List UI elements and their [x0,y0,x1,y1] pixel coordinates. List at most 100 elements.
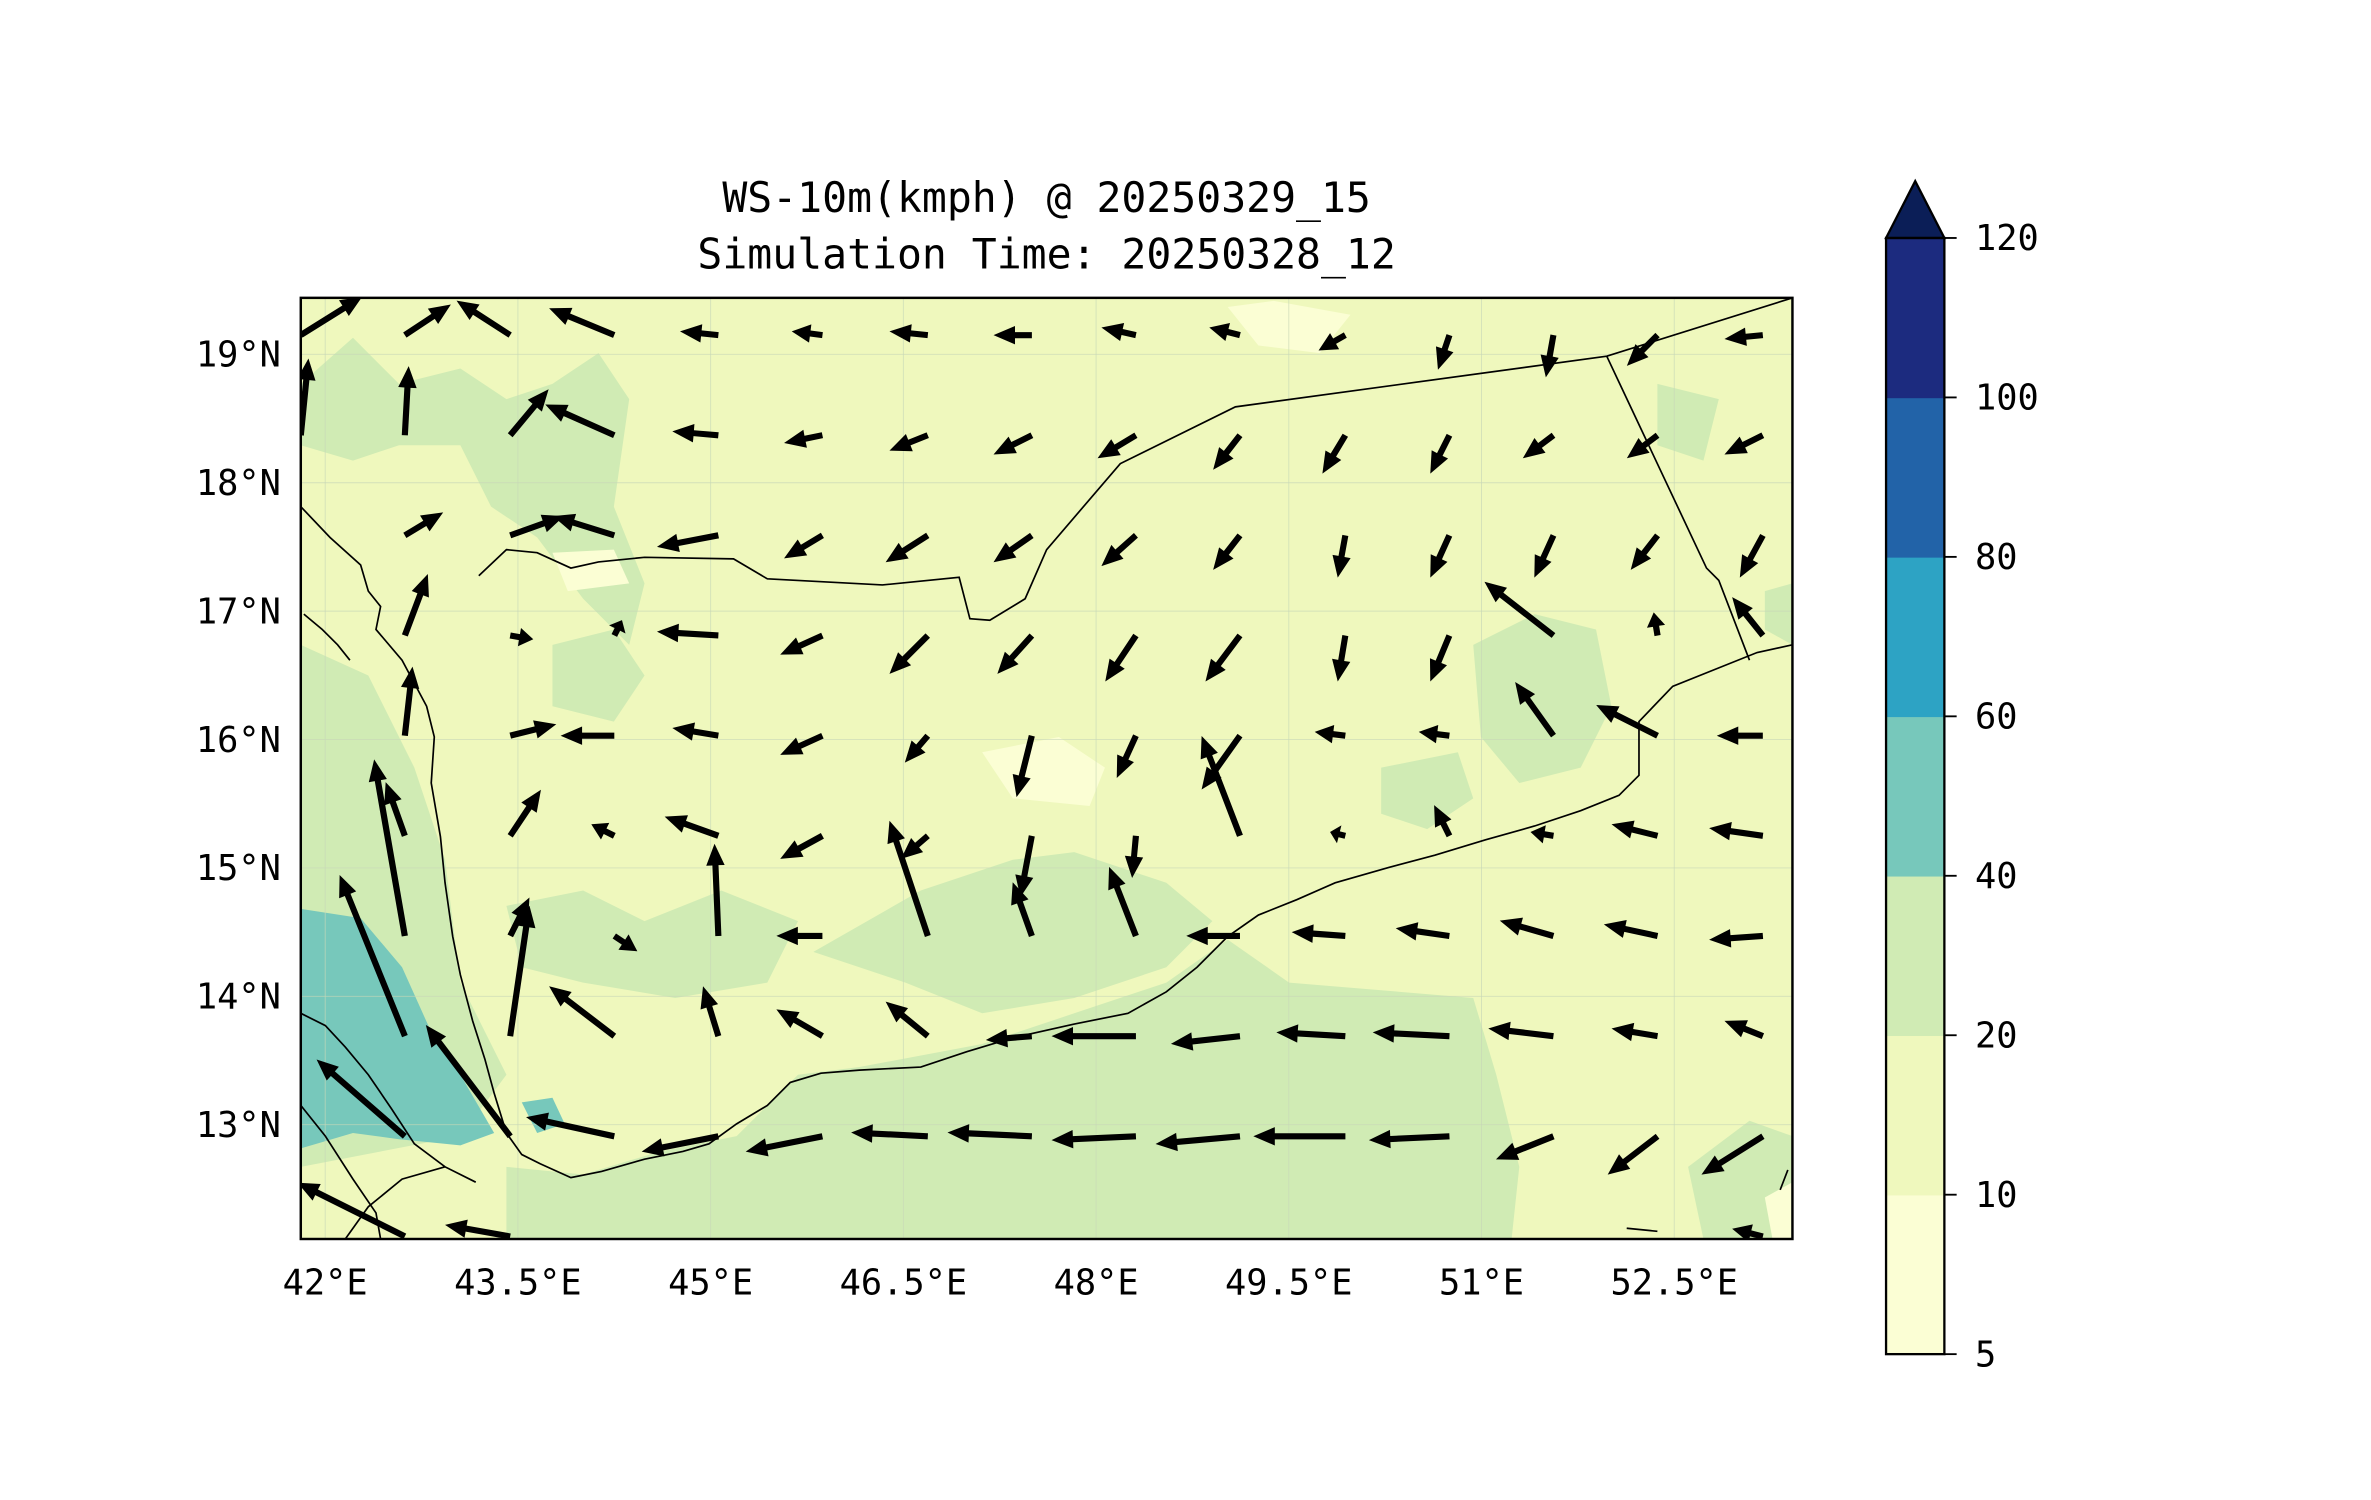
wind-arrow [1530,825,1554,844]
wind-arrow [1630,533,1661,570]
coastlines-and-borders [300,297,1793,1239]
wind-arrow [780,632,824,655]
wind-arrow [300,297,362,338]
wind-arrow [425,1024,513,1139]
wind-arrow [300,1182,407,1239]
wind-arrow [1105,633,1139,682]
wind-arrow [641,1133,719,1157]
colorbar-segment [1886,397,1945,558]
wind-arrow [904,733,931,763]
wind-arrow [780,732,824,755]
wind-arrow [745,1133,824,1157]
wind-arrow [1108,866,1139,938]
wind-arrow [1318,332,1347,351]
wind-arrow [1724,1020,1765,1039]
wind-arrow [1332,534,1351,578]
wind-arrow [507,905,536,1037]
wind-arrow [609,620,626,637]
wind-arrow [1291,924,1346,943]
wind-arrow [591,822,616,840]
wind-arrow [401,574,429,637]
wind-arrow [776,926,823,946]
wind-arrow [791,324,823,343]
colorbar-segment [1886,237,1945,399]
lon-tick-label: 46.5°E [840,1262,967,1303]
lat-tick-label: 13°N [196,1105,281,1146]
wind-arrow [1709,822,1764,841]
wind-arrow [1368,1129,1450,1149]
wind-arrow [456,300,512,338]
wind-arrow [1101,533,1138,567]
wind-arrow [552,513,616,539]
lon-tick-label: 43.5°E [454,1262,581,1303]
wind-arrow [889,324,929,343]
wind-arrow [549,307,616,338]
wind-arrow [1515,681,1556,738]
wind-arrow [1484,581,1556,638]
colorbar-tick-label: 10 [1975,1175,2018,1216]
wind-arrow [947,1124,1033,1143]
lat-tick-label: 17°N [196,591,281,632]
wind-arrow [398,366,417,436]
wind-field-20-40 [300,337,1793,1239]
wind-arrow [889,432,929,452]
wind-arrow [1418,724,1450,744]
wind-arrow [997,633,1035,674]
lat-tick-label: 16°N [196,720,281,761]
lat-tick-label: 14°N [196,977,281,1018]
wind-arrow [403,304,451,338]
colorbar-tick-label: 100 [1975,378,2039,419]
lon-tick-label: 42°E [283,1262,368,1303]
wind-arrow [656,532,719,552]
wind-arrow [679,324,719,343]
colorbar-tick-label: 40 [1975,856,2018,897]
islands [303,613,1789,1233]
map-panel [300,297,1793,1239]
wind-arrow [672,424,719,443]
wind-arrow [1435,334,1454,370]
wind-arrow [1155,1132,1241,1152]
wind-arrow [1051,1026,1136,1046]
lat-tick-label: 15°N [196,848,281,889]
wind-arrow [1201,733,1243,790]
wind-arrow [1205,633,1243,682]
wind-arrow [780,833,824,859]
wind-arrow [1732,1224,1764,1239]
colorbar-extend-arrow [1884,178,1947,240]
wind-arrow [1732,597,1766,638]
wind-arrow [887,820,931,938]
colorbar-segment [1886,556,1945,718]
wind-arrow [507,389,549,438]
lon-tick-label: 45°E [668,1262,753,1303]
yemen-saudi-border [478,297,1793,622]
wind-vector-arrows [300,297,1766,1239]
lon-tick-label: 52.5°E [1610,1262,1737,1303]
longitude-axis: 42°E 43.5°E 45°E 46.5°E 48°E 49.5°E 51°E 52.5°E [283,1262,1738,1303]
wind-arrow [784,532,824,559]
wind-arrow [1495,1133,1555,1160]
wind-arrow [1101,323,1137,341]
colorbar-tick-label: 20 [1975,1016,2018,1057]
wind-arrow [784,429,824,448]
wind-arrow [1724,327,1764,346]
wind-arrow [509,514,564,539]
wind-arrow [656,623,719,643]
wind-arrow [700,986,722,1038]
wind-arrow [1646,612,1666,637]
title-line-1: WS-10m(kmph) @ 20250329_15 [722,174,1370,222]
wind-arrow [384,782,408,837]
wind-arrow [1434,805,1453,838]
wind-arrow [1322,433,1349,474]
wind-arrow [706,843,725,937]
wind-arrow [1701,1133,1765,1175]
wind-arrow [1430,534,1453,578]
wind-arrow [1709,929,1764,948]
wind-arrow [1213,433,1243,470]
wind-arrow [1540,334,1559,378]
wind-arrow [560,726,615,745]
title-line-2: Simulation Time: 20250328_12 [697,231,1395,279]
wind-arrow [549,986,617,1039]
wind-arrow [885,532,930,563]
wind-arrow [889,633,930,674]
